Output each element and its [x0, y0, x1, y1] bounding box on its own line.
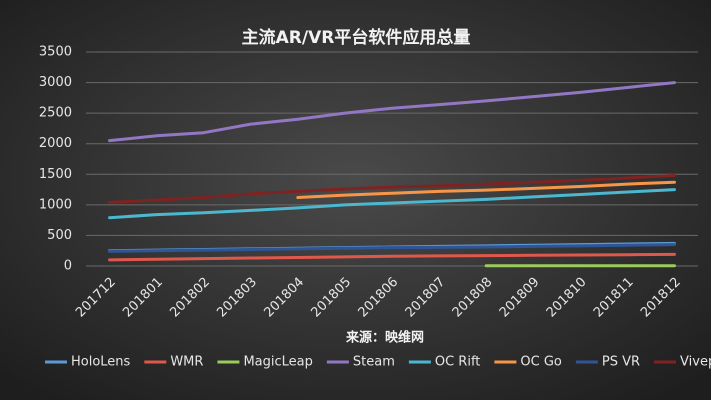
y-tick-label: 3500 [39, 45, 72, 60]
series-line [108, 174, 676, 204]
legend-label: WMR [170, 355, 203, 370]
legend-label: Viveport [680, 355, 711, 370]
legend-label: Steam [353, 355, 395, 370]
y-tick-label: 500 [47, 228, 72, 243]
y-tick-label: 1000 [39, 197, 72, 212]
x-axis-label: 来源：映维网 [345, 330, 424, 346]
series-line [108, 188, 676, 220]
series-line [108, 81, 676, 143]
legend-label: MagicLeap [243, 355, 312, 370]
legend-label: HoloLens [71, 355, 131, 370]
legend-label: PS VR [602, 355, 640, 370]
series-line [108, 243, 676, 253]
y-tick-label: 2500 [39, 106, 72, 121]
legend-label: OC Rift [435, 355, 481, 370]
legend-label: OC Go [520, 355, 562, 370]
y-tick-label: 0 [64, 259, 72, 274]
y-tick-label: 1500 [39, 167, 72, 182]
y-tick-label: 2000 [39, 136, 72, 151]
series-line [296, 180, 676, 200]
chart-title: 主流AR/VR平台软件应用总量 [242, 27, 471, 48]
series-line [108, 252, 676, 262]
y-tick-label: 3000 [39, 75, 72, 90]
